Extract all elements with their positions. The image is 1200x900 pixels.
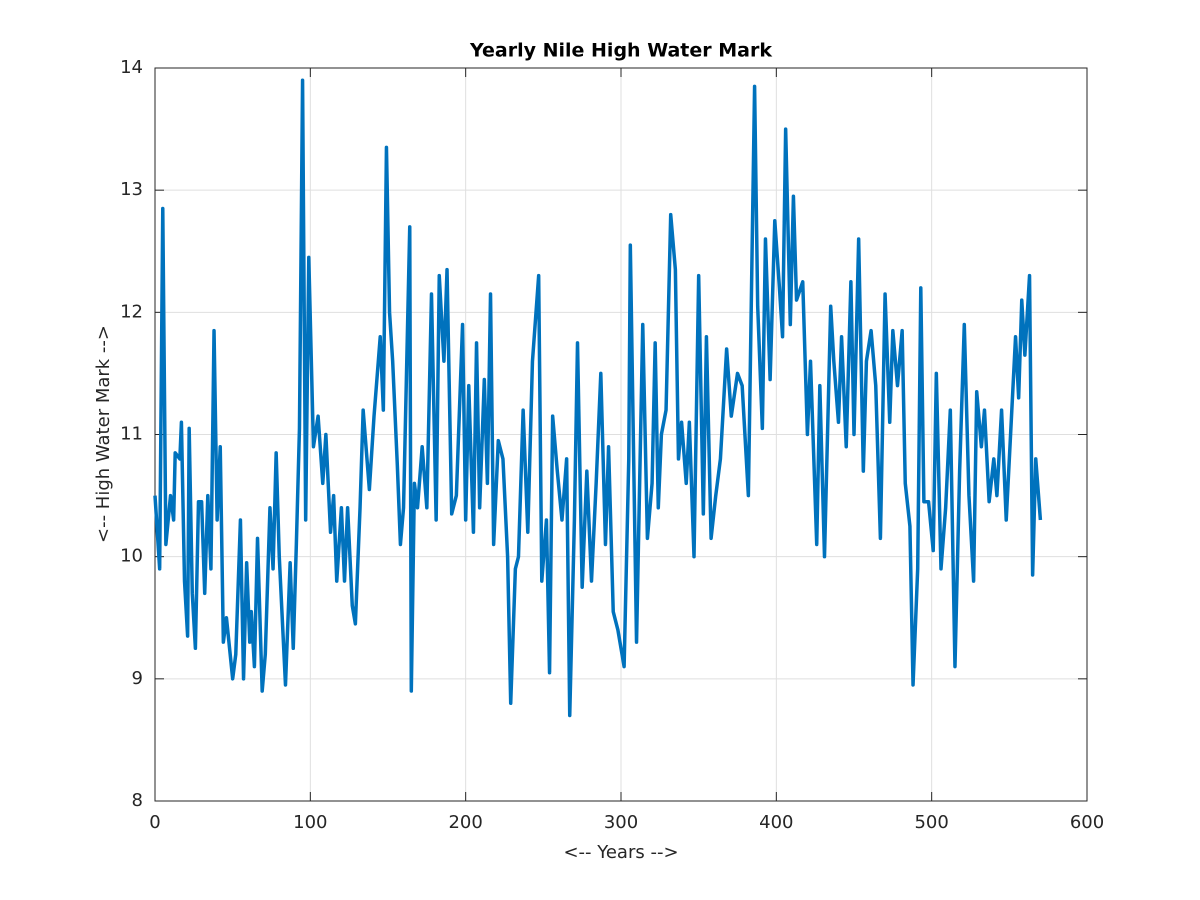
- y-tick-label: 13: [120, 179, 143, 200]
- axes-box: [154, 67, 1088, 802]
- data-line: [153, 78, 1043, 718]
- x-axis-label: <-- Years -->: [563, 842, 678, 863]
- x-tick-label: 0: [149, 812, 160, 833]
- chart-title: Yearly Nile High Water Mark: [469, 40, 772, 62]
- y-tick-label: 9: [132, 668, 143, 689]
- y-tick-label: 8: [132, 790, 143, 811]
- y-axis-label: <-- High Water Mark -->: [93, 325, 114, 543]
- x-tick-label: 200: [448, 812, 482, 833]
- x-tick-label: 600: [1070, 812, 1104, 833]
- y-tick-label: 11: [120, 424, 143, 445]
- y-tick-label: 14: [120, 57, 143, 78]
- y-tick-label: 12: [120, 301, 143, 322]
- x-tick-label: 500: [914, 812, 948, 833]
- x-tick-label: 400: [759, 812, 793, 833]
- y-tick-label: 10: [120, 546, 143, 567]
- x-tick-label: 100: [293, 812, 327, 833]
- x-tick-label: 300: [604, 812, 638, 833]
